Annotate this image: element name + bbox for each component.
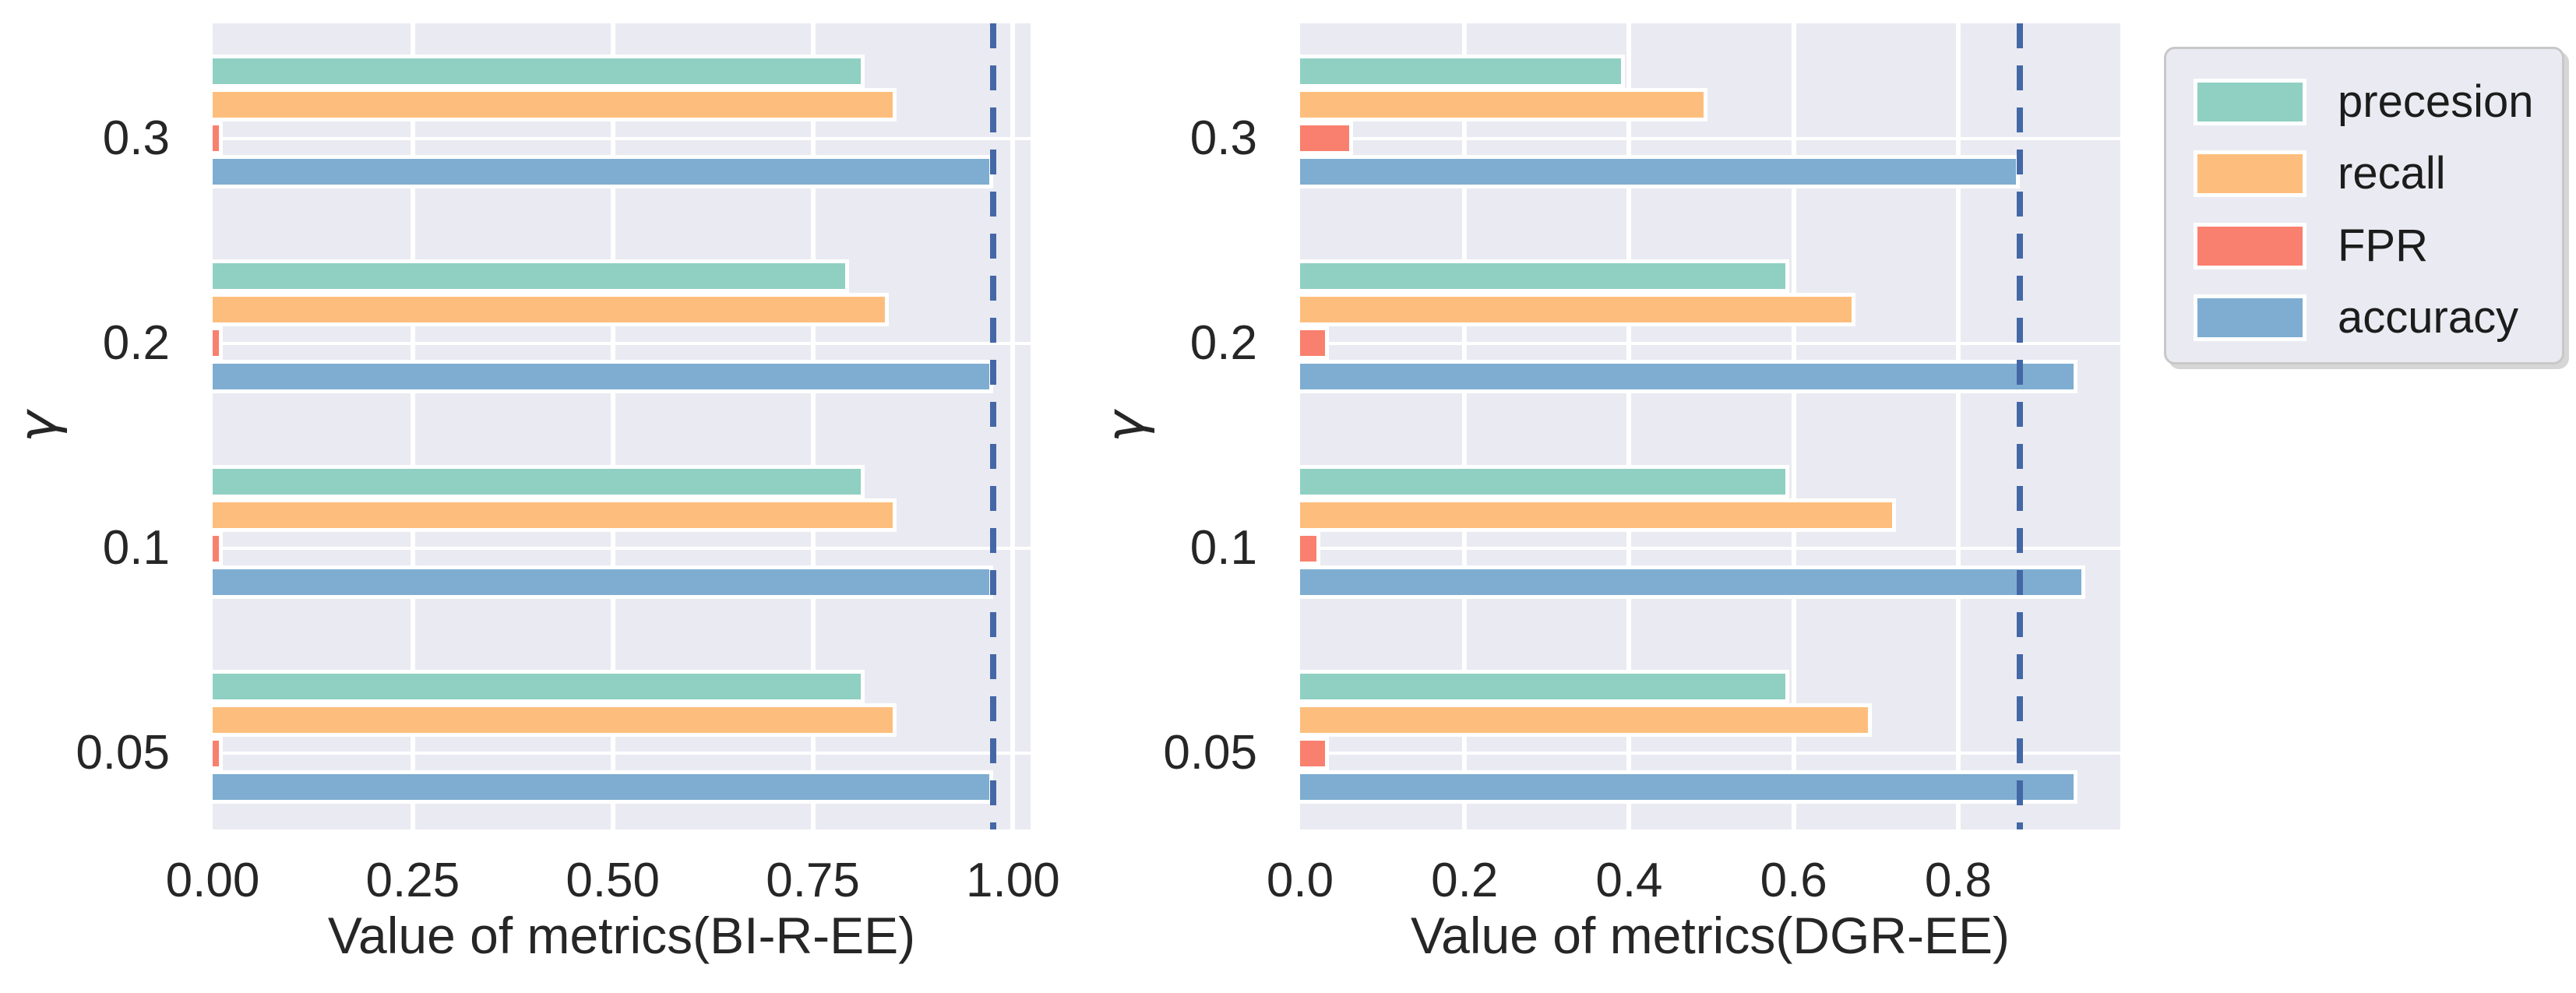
bar-FPR-0.1 <box>1300 531 1321 565</box>
bar-accuracy-0.1 <box>213 565 993 599</box>
bar-FPR-0.05 <box>213 736 224 770</box>
gridline-y <box>213 752 1031 755</box>
gridline-y <box>1300 752 2120 755</box>
bar-recall-0.3 <box>1300 88 1707 121</box>
gridline-x <box>410 23 415 829</box>
bar-recall-0.2 <box>213 293 889 327</box>
y-tick-label: 0.1 <box>102 521 170 576</box>
bar-FPR-0.2 <box>1300 326 1329 361</box>
y-axis-label-gamma-left: γ <box>8 410 69 442</box>
bar-precesion-0.2 <box>213 259 849 294</box>
bar-FPR-0.05 <box>1300 736 1329 770</box>
bar-FPR-0.3 <box>1300 121 1354 155</box>
x-axis-label-dgr-ee: Value of metrics(DGR-EE) <box>1411 907 2010 964</box>
gridline-x <box>1791 23 1796 829</box>
gridline-x <box>1955 23 1961 829</box>
reference-line <box>2017 23 2024 829</box>
bar-accuracy-0.05 <box>213 769 993 804</box>
y-tick-label: 0.05 <box>1163 726 1257 780</box>
x-tick-label: 0.8 <box>1924 854 1993 907</box>
legend-swatch-recall-icon <box>2194 150 2306 197</box>
legend-label: recall <box>2338 148 2446 199</box>
bar-precesion-0.1 <box>1300 464 1790 498</box>
legend-item-precesion: precesion <box>2166 63 2562 140</box>
bar-precesion-0.2 <box>1300 259 1790 294</box>
bar-recall-0.1 <box>213 498 897 532</box>
bar-precesion-0.3 <box>1300 55 1625 88</box>
gridline-y <box>1300 547 2120 551</box>
bar-FPR-0.3 <box>213 121 224 155</box>
gridline-y <box>213 136 1031 140</box>
plot-area-dgr-ee <box>1300 23 2120 829</box>
y-tick-label: 0.3 <box>1189 111 1257 165</box>
x-tick-label: 0.00 <box>165 854 260 907</box>
gridline-y <box>213 341 1031 345</box>
bar-recall-0.3 <box>213 88 897 121</box>
legend-item-accuracy: accuracy <box>2166 280 2562 357</box>
y-tick-label: 0.3 <box>102 111 170 165</box>
bar-accuracy-0.05 <box>1300 769 2077 804</box>
legend-swatch-accuracy-icon <box>2194 294 2306 341</box>
x-tick-label: 1.00 <box>966 854 1060 907</box>
y-tick-label: 0.1 <box>1189 521 1257 576</box>
x-tick-label: 0.25 <box>365 854 460 907</box>
gridline-x <box>610 23 615 829</box>
legend-label: accuracy <box>2338 292 2519 343</box>
legend: precesion recall FPR accuracy <box>2164 47 2564 364</box>
legend-label: precesion <box>2338 76 2534 127</box>
bar-accuracy-0.3 <box>1300 155 2020 188</box>
bar-recall-0.05 <box>213 702 897 737</box>
gridline-y <box>1300 341 2120 345</box>
gridline-x <box>810 23 816 829</box>
legend-label: FPR <box>2338 220 2428 271</box>
bar-precesion-0.3 <box>213 55 865 88</box>
bar-precesion-0.05 <box>213 669 865 703</box>
gridline-x <box>1462 23 1468 829</box>
legend-item-FPR: FPR <box>2166 207 2562 284</box>
gridline-y <box>1300 136 2120 140</box>
bar-accuracy-0.1 <box>1300 565 2086 599</box>
gridline-y <box>213 547 1031 551</box>
reference-line <box>989 23 996 829</box>
y-axis-label-gamma-right: γ <box>1095 410 1157 442</box>
x-axis-label-bi-r-ee: Value of metrics(BI-R-EE) <box>327 907 916 964</box>
plot-area-bi-r-ee <box>213 23 1031 829</box>
gridline-x <box>1010 23 1016 829</box>
x-tick-label: 0.0 <box>1266 854 1334 907</box>
legend-swatch-precesion-icon <box>2194 78 2306 125</box>
y-tick-label: 0.05 <box>76 726 170 780</box>
bar-FPR-0.1 <box>213 531 224 565</box>
x-tick-label: 0.4 <box>1595 854 1663 907</box>
x-tick-label: 0.75 <box>766 854 860 907</box>
bar-precesion-0.1 <box>213 464 865 498</box>
bar-accuracy-0.3 <box>213 155 993 188</box>
legend-swatch-FPR-icon <box>2194 222 2306 269</box>
bar-recall-0.2 <box>1300 293 1855 327</box>
x-tick-label: 0.6 <box>1760 854 1827 907</box>
y-tick-label: 0.2 <box>1189 315 1257 370</box>
gridline-x <box>1626 23 1632 829</box>
bar-accuracy-0.2 <box>1300 360 2077 394</box>
bar-recall-0.1 <box>1300 498 1897 532</box>
x-tick-label: 0.2 <box>1431 854 1499 907</box>
bar-precesion-0.05 <box>1300 669 1790 703</box>
bar-recall-0.05 <box>1300 702 1872 737</box>
bar-FPR-0.2 <box>213 326 224 361</box>
bar-accuracy-0.2 <box>213 360 993 394</box>
y-tick-label: 0.2 <box>102 315 170 370</box>
legend-item-recall: recall <box>2166 136 2562 213</box>
x-tick-label: 0.50 <box>566 854 661 907</box>
